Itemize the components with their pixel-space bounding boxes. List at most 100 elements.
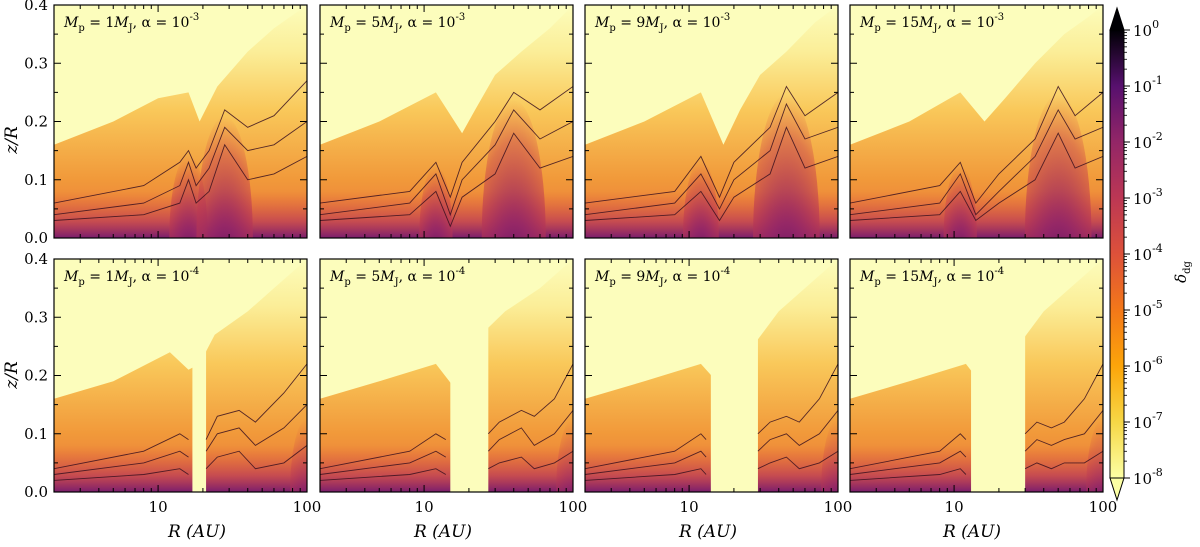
panel-plot-area [585,259,838,492]
panel-plot-area [54,5,307,238]
y-tick-label: 0.2 [24,367,48,385]
colorbar-tick-label: 10-5 [1133,298,1163,320]
panel-plot-area [54,259,307,492]
contour-line-5 [1024,410,1103,452]
colorbar-tick-label: 10-3 [1133,186,1163,208]
contour-line-3 [54,143,307,221]
gap-region [710,259,758,492]
panel-plot-area [850,259,1103,492]
contour-line-2 [54,450,189,475]
colorbar-extend-bottom [1109,477,1125,502]
colorbar-ticks: 100 10-1 10-2 10-3 10-4 10-5 10-6 10-7 10-8 [1124,18,1163,488]
y-tick-label: 0.0 [24,483,48,501]
colorbar-tick-label: 10-8 [1133,466,1163,488]
density-peak-1 [290,418,307,492]
contour-line-2 [850,108,1103,216]
panel-6: 10 100 Mp = 5MJ, α = 10-4 [319,258,588,516]
y-tick-label: 0.2 [24,113,48,131]
panel-5: 0.0 0.1 0.2 0.3 0.4 10 100 Mp = 1MJ, α = 10-4 [24,250,322,516]
colorbar-tick-label: 10-2 [1133,130,1163,152]
panel-annotation: Mp = 15MJ, α = 10-3 [859,12,1004,34]
panel-plot-area [850,5,1103,238]
y-tick-label: 0.4 [24,0,48,14]
dust-region [585,259,838,492]
x-axis-label-2: R (AU) [413,522,472,542]
panel-annotation: Mp = 5MJ, α = 10-3 [329,12,465,34]
colorbar-extend-top [1109,6,1125,31]
x-axis-label-1: R (AU) [167,522,226,542]
panel-7: 10 100 Mp = 9MJ, α = 10-4 [584,258,853,516]
contour-line-2 [54,121,307,216]
density-peak-1 [556,418,573,492]
contour-line-1 [320,86,573,204]
panel-annotation: Mp = 1MJ, α = 10-4 [63,266,199,288]
y-axis-label-top: z/R [2,126,22,155]
contour-line-5 [757,410,838,452]
contour-line-4 [487,363,573,435]
dust-region [850,259,1103,492]
x-tick-label: 10 [149,498,168,516]
panel-annotation: Mp = 5MJ, α = 10-4 [329,266,465,288]
contour-line-5 [487,410,573,452]
dust-region [54,259,307,492]
density-peak-2 [753,94,820,238]
density-peak-1 [821,418,838,492]
x-tick-label: 100 [559,498,588,516]
x-tick-label: 100 [1089,498,1118,516]
y-tick-label: 0.0 [24,229,48,247]
colorbar-tick-label: 10-4 [1133,242,1163,264]
panel-4: Mp = 15MJ, α = 10-3 [849,4,1104,239]
gap-region [192,259,207,492]
panel-plot-area [320,5,573,238]
contour-line-2 [320,109,573,217]
colorbar-tick-label: 10-6 [1133,354,1163,376]
x-tick-label: 100 [824,498,853,516]
contour-line-6 [488,450,573,470]
contour-line-6 [757,450,838,470]
density-peak-2 [481,99,546,238]
panel-3: Mp = 9MJ, α = 10-3 [584,4,839,239]
colorbar-label: δdg [1172,260,1193,282]
density-peak-1 [1086,418,1103,492]
contour-line-3 [850,468,967,481]
panel-2: Mp = 5MJ, α = 10-3 [319,4,574,239]
x-tick-label: 100 [293,498,322,516]
contour-line-3 [585,468,707,481]
y-tick-label: 0.3 [24,308,48,326]
y-tick-label: 0.3 [24,54,48,72]
panel-plot-area [320,259,573,492]
contour-line-6 [205,445,307,470]
panel-annotation: Mp = 1MJ, α = 10-3 [63,12,199,34]
contour-line-1 [320,433,447,470]
contour-line-2 [585,450,707,475]
panel-annotation: Mp = 9MJ, α = 10-4 [594,266,730,288]
contour-line-5 [205,404,307,452]
contour-line-3 [585,126,838,222]
contour-line-1 [54,433,189,470]
gap-region [450,259,489,492]
contour-line-2 [320,450,447,475]
y-tick-label: 0.1 [24,171,48,189]
colorbar-body [1109,29,1125,479]
colorbar-tick-label: 10-1 [1133,74,1163,96]
contour-line-3 [54,468,189,481]
contour-line-2 [585,102,838,216]
density-peak-1 [682,160,719,238]
contour-line-4 [1024,363,1103,435]
x-tick-label: 10 [680,498,699,516]
x-axis-label-3: R (AU) [678,522,737,542]
contour-line-4 [757,363,838,435]
contour-line-1 [54,80,307,204]
x-tick-label: 10 [945,498,964,516]
panel-1: 0.0 0.1 0.2 0.3 0.4 Mp = 1MJ, α = 10-3 [24,0,308,247]
contour-line-4 [205,363,307,440]
contour-line-1 [585,85,838,204]
gap-region [971,259,1026,492]
density-peak-1 [419,166,453,238]
panel-annotation: Mp = 15MJ, α = 10-4 [859,266,1004,288]
panel-8: 10 100 Mp = 15MJ, α = 10-4 [849,258,1118,516]
contour-line-2 [850,450,967,475]
colorbar: 100 10-1 10-2 10-3 10-4 10-5 10-6 10-7 10-8 δdg [1109,6,1193,502]
density-peak-2 [1024,94,1092,238]
